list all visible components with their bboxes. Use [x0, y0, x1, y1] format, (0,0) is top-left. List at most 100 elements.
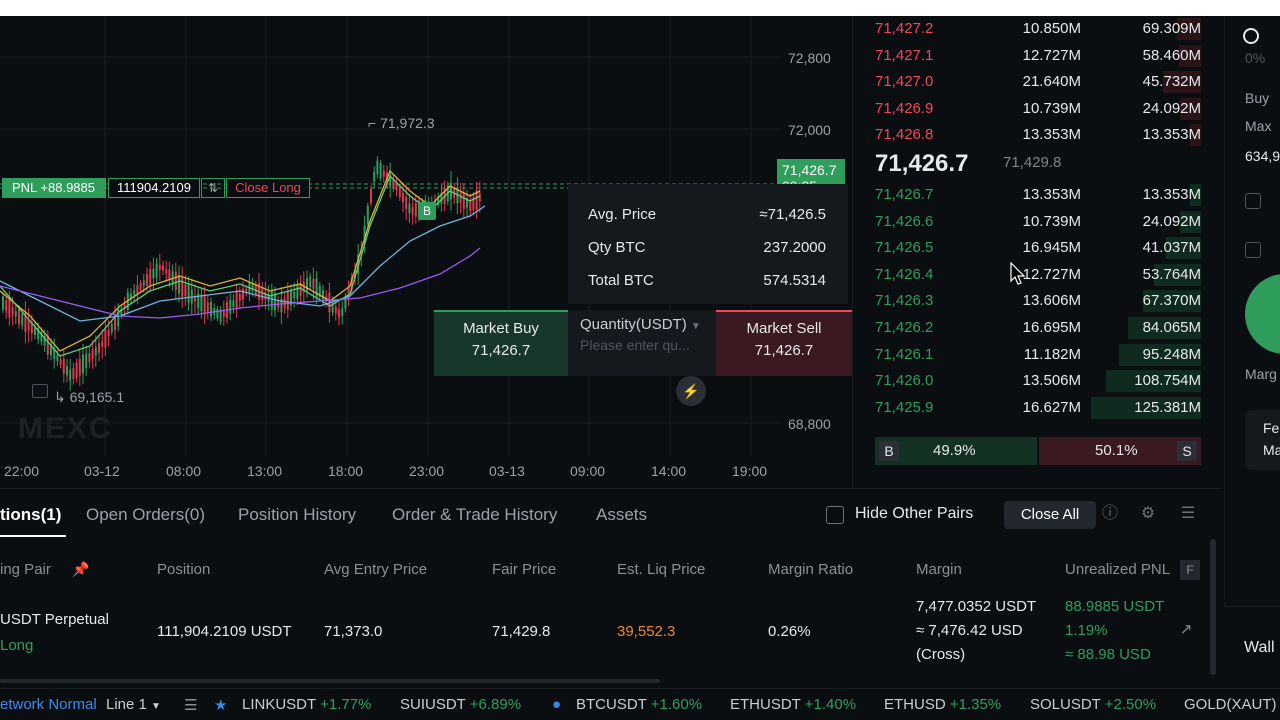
depth-bar: [1180, 210, 1201, 233]
tab-order-trade-history[interactable]: Order & Trade History: [392, 505, 558, 524]
tpsl-arrows-icon[interactable]: ⇅: [201, 178, 225, 198]
candle-body: [2, 296, 4, 310]
header-position: Position: [157, 561, 211, 578]
chart-tool-icon[interactable]: [32, 384, 48, 398]
ask-row[interactable]: 71,427.0 21.640M 45.732M: [873, 69, 1201, 95]
qty-btc-row: Qty BTC 237.2000: [588, 239, 826, 256]
ticker-item[interactable]: GOLD(XAUT): [1184, 696, 1277, 713]
tab-assets[interactable]: Assets: [596, 505, 648, 524]
checkbox[interactable]: [1245, 193, 1261, 209]
bid-row[interactable]: 71,425.9 16.627M 125.381M: [873, 395, 1201, 421]
candle-body: [114, 315, 116, 331]
candle-body: [5, 300, 8, 312]
market-buy-button[interactable]: Market Buy 71,426.7: [434, 310, 568, 376]
tab-position-history[interactable]: Position History: [238, 505, 357, 524]
depth-bar: [1091, 396, 1201, 419]
scrollbar[interactable]: [1210, 539, 1216, 675]
ticker-item[interactable]: LINKUSDT +1.77%: [242, 696, 372, 713]
share-icon[interactable]: ↗: [1179, 621, 1193, 638]
buy-ratio: B 49.9%: [875, 437, 1037, 465]
header-margin: Margin: [916, 561, 962, 578]
menu-icon[interactable]: ☰: [1180, 505, 1196, 522]
sell-ratio: 50.1% S: [1039, 437, 1201, 465]
row-pnl-pct: 1.19%: [1065, 622, 1108, 639]
star-icon[interactable]: ★: [214, 697, 228, 714]
close-long-button[interactable]: Close Long: [226, 178, 310, 198]
bid-row[interactable]: 71,426.3 13.606M 67.370M: [873, 288, 1201, 314]
candle-body: [338, 309, 340, 318]
header-margin-ratio: Margin Ratio: [768, 561, 854, 578]
candle-body: [286, 290, 289, 310]
filter-settings-icon[interactable]: ⚙: [1140, 505, 1156, 522]
ask-row[interactable]: 71,426.9 10.739M 24.092M: [873, 96, 1201, 122]
ask-amount: 13.353M: [1022, 126, 1081, 144]
ask-price: 71,427.2: [875, 20, 934, 37]
ask-amount: 12.727M: [1022, 46, 1081, 64]
candle-body: [331, 299, 334, 313]
bid-row[interactable]: 71,426.7 13.353M 13.353M: [873, 182, 1201, 208]
wallet-section: Wall: [1224, 606, 1280, 688]
row-pair[interactable]: USDT Perpetual: [0, 611, 109, 628]
bid-row[interactable]: 71,426.1 11.182M 95.248M: [873, 342, 1201, 368]
quantity-unit-select[interactable]: Quantity(USDT) ▼: [580, 316, 701, 333]
lightning-icon[interactable]: ⚡: [676, 376, 706, 406]
candle-body: [78, 359, 81, 376]
candle-body: [405, 196, 408, 210]
bid-amount: 13.606M: [1022, 292, 1081, 310]
info-icon[interactable]: ⓘ: [1101, 505, 1118, 522]
quantity-input[interactable]: Quantity(USDT) ▼ Please enter qu...: [568, 310, 716, 376]
open-long-button[interactable]: [1245, 274, 1280, 354]
candle-body: [203, 296, 206, 315]
candle-body: [24, 312, 27, 332]
candle-body: [142, 280, 145, 286]
ask-row[interactable]: 71,427.1 12.727M 58.460M: [873, 43, 1201, 69]
candle-body: [101, 341, 104, 347]
candle-body: [130, 293, 132, 299]
ticker-item[interactable]: SUIUSDT +6.89%: [400, 696, 522, 713]
ticker-item[interactable]: ETHUSDT +1.40%: [730, 696, 857, 713]
candle-body: [280, 298, 283, 313]
ask-row[interactable]: 71,426.8 13.353M 13.353M: [873, 122, 1201, 148]
bid-amount: 13.506M: [1022, 372, 1081, 390]
time-axis-label: 18:00: [328, 463, 364, 479]
tab-open-orders[interactable]: Open Orders(0): [86, 505, 206, 524]
buy-badge: B: [879, 441, 899, 461]
candle-body: [123, 304, 126, 309]
ticker-item[interactable]: SOLUSDT +2.50%: [1030, 696, 1157, 713]
caret-down-icon: ▼: [690, 321, 701, 332]
header-est-liq-price: Est. Liq Price: [617, 561, 706, 578]
slider-handle[interactable]: [1243, 28, 1259, 44]
candle-body: [187, 284, 190, 303]
candle-body: [354, 269, 356, 279]
close-all-button[interactable]: Close All: [1004, 501, 1096, 529]
time-axis-label: 03-12: [84, 463, 120, 479]
checkbox[interactable]: [1245, 242, 1261, 258]
time-axis-label: 19:00: [732, 463, 768, 479]
header-f-badge[interactable]: F: [1180, 560, 1200, 580]
pin-icon[interactable]: 📌: [72, 561, 90, 577]
ask-row[interactable]: 71,427.2 10.850M 69.309M: [873, 16, 1201, 42]
ask-amount: 21.640M: [1022, 73, 1081, 91]
ticker-item[interactable]: ETHUSD +1.35%: [884, 696, 1002, 713]
bid-row[interactable]: 71,426.6 10.739M 24.092M: [873, 209, 1201, 235]
bid-row[interactable]: 71,426.0 13.506M 108.754M: [873, 368, 1201, 394]
depth-bar: [1190, 184, 1201, 206]
candle-body: [264, 291, 267, 300]
line-select[interactable]: Line 1 ▼: [106, 696, 161, 713]
quantity-placeholder: Please enter qu...: [580, 337, 690, 353]
candle-body: [139, 283, 142, 290]
bid-row[interactable]: 71,426.4 12.727M 53.764M: [873, 262, 1201, 288]
horizontal-scrollbar[interactable]: [0, 679, 660, 683]
tab-positions[interactable]: tions(1): [0, 505, 62, 524]
ticker-item[interactable]: BTCUSDT +1.60%: [576, 696, 703, 713]
bid-row[interactable]: 71,426.2 16.695M 84.065M: [873, 315, 1201, 341]
hide-other-pairs-checkbox[interactable]: [826, 506, 844, 524]
bid-row[interactable]: 71,426.5 16.945M 41.037M: [873, 235, 1201, 261]
candle-body: [462, 192, 465, 209]
candle-body: [392, 178, 395, 189]
row-side: Long: [0, 637, 34, 654]
list-icon[interactable]: ☰: [184, 697, 198, 714]
hide-other-pairs-label[interactable]: Hide Other Pairs: [855, 505, 974, 522]
candle-body: [219, 309, 222, 322]
market-sell-button[interactable]: Market Sell 71,426.7: [716, 310, 852, 376]
